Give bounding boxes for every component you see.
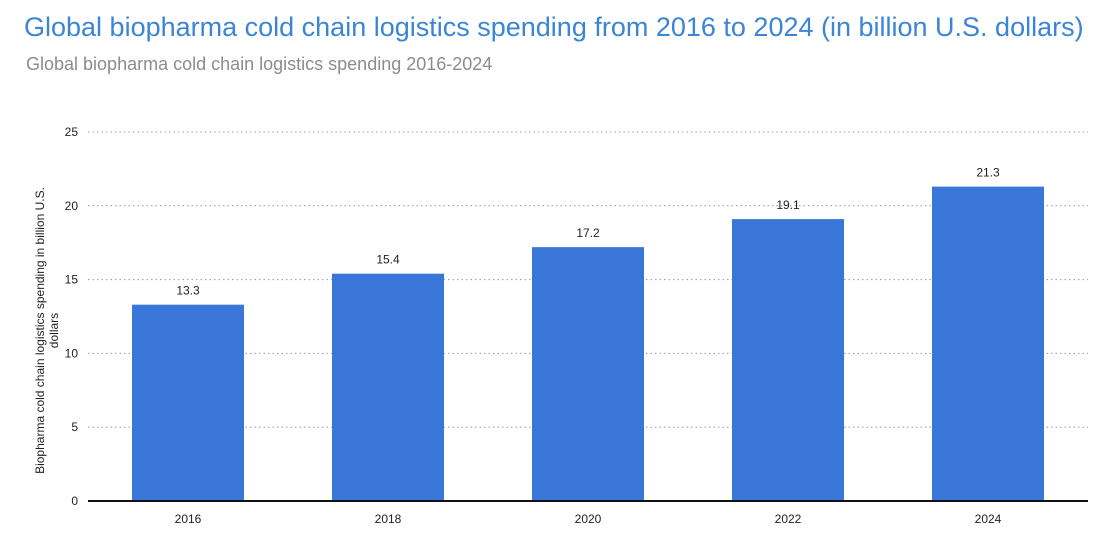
y-axis-label: Biopharma cold chain logistics spending … [33,187,61,474]
data-label: 21.3 [976,166,1000,180]
y-axis-ticks: 0 5 10 15 20 25 [65,125,79,508]
y-tick-label: 20 [65,199,79,213]
chart-title: Global biopharma cold chain logistics sp… [24,12,1084,42]
data-labels: 13.3 15.4 17.2 19.1 21.3 [176,166,1000,298]
data-label: 17.2 [576,226,600,240]
x-tick-label: 2016 [175,512,202,526]
bar-2024 [932,186,1044,501]
data-label: 15.4 [376,253,400,267]
y-axis-label-line: Biopharma cold chain logistics spending … [33,187,47,474]
bar-2016 [132,304,244,501]
bar-2020 [532,247,644,501]
bars [132,186,1044,502]
x-tick-label: 2018 [375,512,402,526]
y-axis-label-line: dollars [47,313,61,348]
y-tick-label: 10 [65,346,79,360]
y-tick-label: 25 [65,125,79,139]
x-tick-label: 2020 [575,512,602,526]
y-tick-label: 15 [65,273,79,287]
x-tick-label: 2022 [775,512,802,526]
y-tick-label: 0 [71,494,78,508]
data-label: 13.3 [176,284,200,298]
bar-2018 [332,273,444,501]
bar-2022 [732,219,844,502]
data-label: 19.1 [776,198,800,212]
x-axis-ticks: 2016 2018 2020 2022 2024 [175,512,1002,526]
x-tick-label: 2024 [975,512,1002,526]
y-tick-label: 5 [71,420,78,434]
chart-subtitle: Global biopharma cold chain logistics sp… [26,54,493,74]
